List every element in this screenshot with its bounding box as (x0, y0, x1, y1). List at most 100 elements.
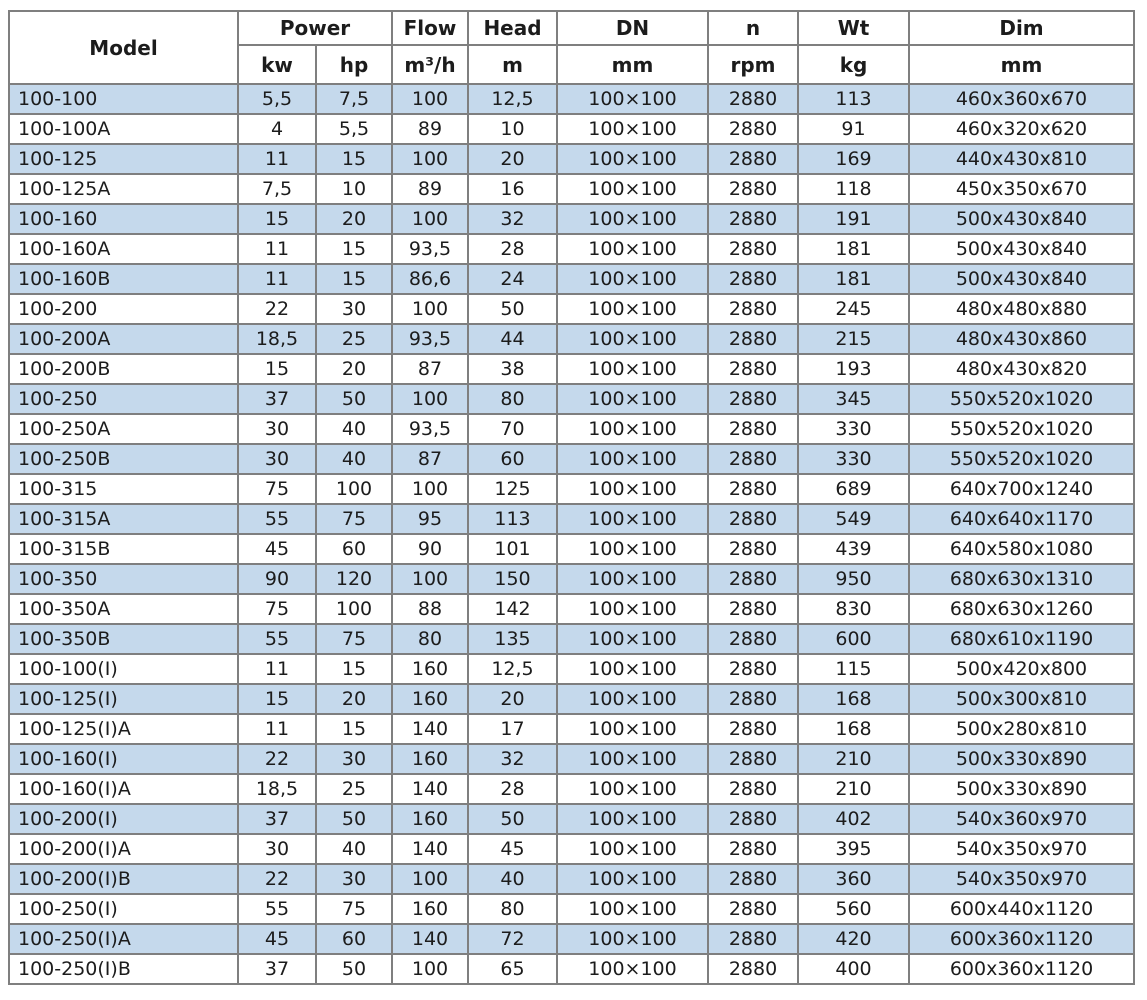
header-dim: Dim (908, 10, 1135, 46)
table-cell: 100×100 (556, 383, 709, 415)
table-cell: 80 (467, 383, 558, 415)
table-cell: 89 (391, 173, 469, 205)
table-cell: 480x430x860 (908, 323, 1135, 355)
table-cell: 191 (797, 203, 910, 235)
table-cell: 44 (467, 323, 558, 355)
table-cell: 100×100 (556, 593, 709, 625)
table-cell: 330 (797, 443, 910, 475)
table-cell: 40 (315, 413, 393, 445)
model-cell: 100-100A (8, 113, 239, 145)
table-cell: 440x430x810 (908, 143, 1135, 175)
table-cell: 55 (237, 623, 317, 655)
table-cell: 2880 (707, 593, 799, 625)
table-cell: 40 (467, 863, 558, 895)
table-cell: 18,5 (237, 773, 317, 805)
header-head: Head (467, 10, 558, 46)
table-cell: 330 (797, 413, 910, 445)
table-cell: 100×100 (556, 473, 709, 505)
table-cell: 100×100 (556, 263, 709, 295)
table-cell: 11 (237, 143, 317, 175)
table-cell: 113 (797, 83, 910, 115)
model-cell: 100-200 (8, 293, 239, 325)
table-row: 100-350B 55 75 80 135 100×100 2880 600 680x610x1… (8, 623, 1135, 655)
table-cell: 22 (237, 293, 317, 325)
table-cell: 45 (237, 923, 317, 955)
table-cell: 100×100 (556, 233, 709, 265)
table-cell: 2880 (707, 653, 799, 685)
table-row: 100-250 37 50 100 80 100×100 2880 345 550x520x10… (8, 383, 1135, 415)
table-cell: 100 (391, 293, 469, 325)
table-row: 100-125A 7,5 10 89 16 100×100 2880 118 450x350x6… (8, 173, 1135, 205)
table-cell: 500x330x890 (908, 773, 1135, 805)
table-cell: 15 (315, 263, 393, 295)
table-cell: 169 (797, 143, 910, 175)
table-cell: 450x350x670 (908, 173, 1135, 205)
table-cell: 30 (237, 443, 317, 475)
table-cell: 40 (315, 443, 393, 475)
table-cell: 420 (797, 923, 910, 955)
table-cell: 100×100 (556, 953, 709, 985)
table-cell: 2880 (707, 143, 799, 175)
model-cell: 100-350A (8, 593, 239, 625)
table-cell: 4 (237, 113, 317, 145)
model-cell: 100-125A (8, 173, 239, 205)
table-cell: 345 (797, 383, 910, 415)
table-cell: 2880 (707, 383, 799, 415)
table-cell: 2880 (707, 293, 799, 325)
header-power: Power (237, 10, 393, 46)
table-cell: 75 (315, 623, 393, 655)
table-cell: 830 (797, 593, 910, 625)
table-cell: 2880 (707, 353, 799, 385)
table-cell: 55 (237, 893, 317, 925)
header-wt-unit: kg (797, 44, 910, 85)
table-cell: 140 (391, 713, 469, 745)
header-dn: DN (556, 10, 709, 46)
table-cell: 20 (467, 143, 558, 175)
table-cell: 30 (315, 293, 393, 325)
header-model: Model (8, 10, 239, 85)
model-cell: 100-315 (8, 473, 239, 505)
table-cell: 50 (467, 293, 558, 325)
table-cell: 680x630x1310 (908, 563, 1135, 595)
table-cell: 550x520x1020 (908, 413, 1135, 445)
table-cell: 550x520x1020 (908, 383, 1135, 415)
table-header: Model Power Flow Head DN n Wt Dim kw hp … (8, 10, 1135, 85)
table-cell: 439 (797, 533, 910, 565)
table-cell: 30 (237, 833, 317, 865)
table-cell: 16 (467, 173, 558, 205)
table-cell: 88 (391, 593, 469, 625)
table-cell: 125 (467, 473, 558, 505)
table-cell: 2880 (707, 503, 799, 535)
table-cell: 100×100 (556, 803, 709, 835)
table-cell: 100×100 (556, 743, 709, 775)
table-row: 100-350 90 120 100 150 100×100 2880 950 680x630x… (8, 563, 1135, 595)
table-cell: 181 (797, 233, 910, 265)
table-cell: 400 (797, 953, 910, 985)
table-cell: 17 (467, 713, 558, 745)
table-row: 100-200 22 30 100 50 100×100 2880 245 480x480x88… (8, 293, 1135, 325)
table-cell: 100 (391, 563, 469, 595)
table-cell: 25 (315, 773, 393, 805)
table-cell: 2880 (707, 803, 799, 835)
table-cell: 15 (315, 653, 393, 685)
table-cell: 2880 (707, 773, 799, 805)
table-cell: 55 (237, 503, 317, 535)
model-cell: 100-100 (8, 83, 239, 115)
table-cell: 37 (237, 803, 317, 835)
table-cell: 100×100 (556, 833, 709, 865)
header-head-unit: m (467, 44, 558, 85)
table-cell: 2880 (707, 473, 799, 505)
table-cell: 100×100 (556, 143, 709, 175)
table-cell: 15 (237, 203, 317, 235)
table-row: 100-315 75 100 100 125 100×100 2880 689 640x700x… (8, 473, 1135, 505)
header-row-titles: Model Power Flow Head DN n Wt Dim (8, 10, 1135, 85)
table-cell: 100×100 (556, 563, 709, 595)
table-cell: 100×100 (556, 623, 709, 655)
table-cell: 600x360x1120 (908, 953, 1135, 985)
table-cell: 160 (391, 893, 469, 925)
table-cell: 2880 (707, 113, 799, 145)
table-cell: 2880 (707, 83, 799, 115)
model-cell: 100-160 (8, 203, 239, 235)
table-cell: 100×100 (556, 683, 709, 715)
table-cell: 86,6 (391, 263, 469, 295)
